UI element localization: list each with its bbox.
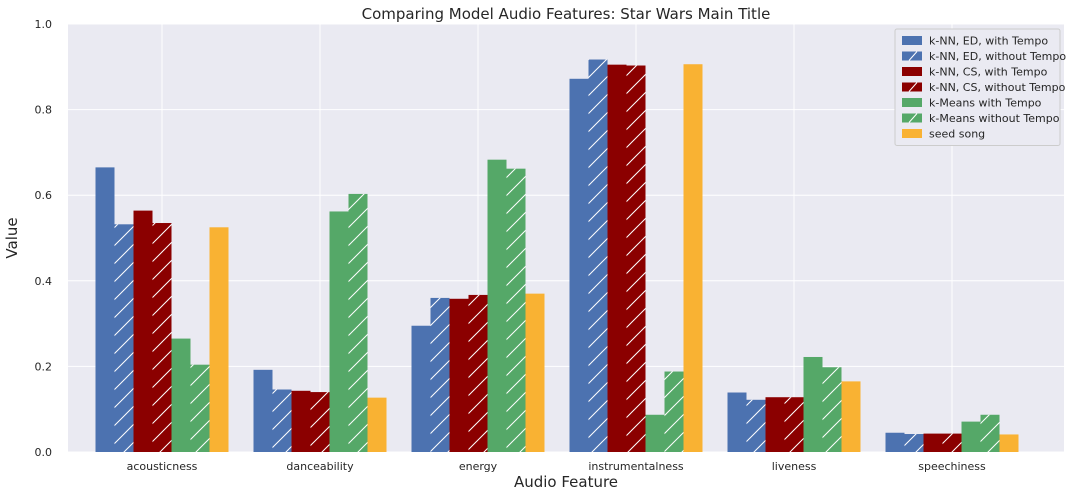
bar (999, 434, 1019, 452)
bar-hatch (430, 297, 450, 452)
legend-swatch (902, 82, 922, 92)
bar-hatch (310, 392, 330, 452)
bar (329, 211, 349, 452)
bar (841, 381, 861, 452)
y-tick-label: 0.8 (35, 104, 53, 117)
legend-swatch (902, 67, 922, 76)
y-tick-label: 0.4 (35, 275, 53, 288)
bar (209, 227, 229, 452)
y-tick-label: 0.0 (35, 446, 53, 459)
legend-label: k-NN, ED, without Tempo (929, 50, 1066, 63)
legend-label: k-Means with Tempo (929, 97, 1042, 110)
bar-hatch (152, 223, 172, 452)
y-tick-labels: 0.0 0.2 0.4 0.6 0.8 1.0 (35, 18, 53, 459)
bar-hatch (348, 193, 368, 452)
bar (367, 397, 387, 452)
bar-hatch (626, 65, 646, 453)
legend-swatch (902, 51, 922, 61)
bar-hatch (822, 367, 842, 452)
bar (885, 432, 905, 452)
bar (449, 298, 469, 452)
bar (727, 392, 747, 452)
x-tick-label: liveness (772, 460, 817, 473)
legend-swatch-hatch (908, 113, 918, 123)
x-tick-label: acousticness (127, 460, 198, 473)
bar (569, 78, 589, 452)
legend-box (894, 28, 1061, 146)
bar (923, 433, 943, 452)
legend-label: k-NN, CS, without Tempo (929, 81, 1066, 94)
x-tick-label: danceability (286, 460, 354, 473)
bar (607, 64, 627, 452)
x-tick-label: energy (459, 460, 498, 473)
y-tick-label: 1.0 (35, 18, 53, 31)
bar-hatch (784, 397, 804, 452)
bar (253, 369, 273, 452)
legend-label: k-NN, ED, with Tempo (929, 35, 1048, 48)
legend: k-NN, ED, with Tempo k-NN, ED, without Te… (894, 28, 1066, 146)
x-tick-label: speechiness (918, 460, 986, 473)
bar (487, 159, 507, 452)
bar-hatch (904, 434, 924, 452)
bar (765, 397, 785, 452)
bar (961, 421, 981, 452)
legend-label: seed song (929, 128, 985, 141)
y-tick-label: 0.2 (35, 360, 53, 373)
bar (291, 390, 311, 452)
bar-hatch (114, 224, 134, 452)
x-tick-labels: acousticness danceability energy instrument… (127, 460, 986, 473)
bar (645, 414, 665, 452)
legend-label: k-NN, CS, with Tempo (929, 66, 1048, 79)
x-axis-label: Audio Feature (514, 473, 618, 491)
chart-title: Comparing Model Audio Features: Star War… (362, 5, 771, 23)
legend-swatch (902, 36, 922, 45)
legend-label: k-Means without Tempo (929, 112, 1060, 125)
bar (95, 167, 115, 452)
x-tick-label: instrumentalness (588, 460, 684, 473)
bar (171, 338, 191, 452)
bar-hatch (588, 59, 608, 453)
bar-hatch (272, 389, 292, 452)
legend-swatch-hatch (908, 82, 918, 92)
legend-swatch-hatch (908, 51, 918, 61)
legend-swatch (902, 129, 922, 138)
bar (803, 356, 823, 452)
bars (95, 59, 1019, 453)
bar (411, 325, 431, 452)
bar-hatch (664, 371, 684, 452)
bar-hatch (468, 294, 488, 452)
bar (133, 210, 153, 452)
bar-hatch (506, 168, 526, 452)
y-tick-label: 0.6 (35, 189, 53, 202)
bar (683, 64, 703, 453)
y-axis-label: Value (3, 217, 21, 258)
bar-hatch (980, 414, 1000, 452)
bar-hatch (942, 433, 962, 452)
legend-swatch (902, 98, 922, 107)
bar-hatch (190, 364, 210, 452)
bar (525, 293, 545, 452)
bar-hatch (746, 399, 766, 452)
legend-swatch (902, 113, 922, 123)
